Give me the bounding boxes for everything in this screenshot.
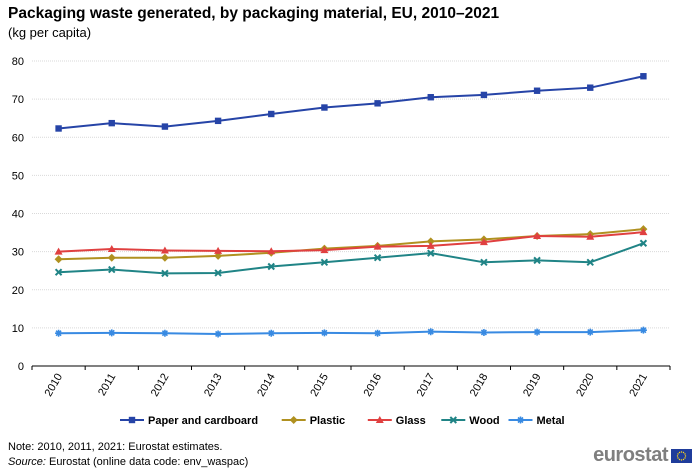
data-point-metal [214,330,222,338]
x-tick-label: 2016 [362,372,385,399]
data-point-metal [320,329,328,337]
data-point-paper-and-cardboard [161,123,169,130]
x-tick-label: 2012 [149,372,172,399]
series-line-glass [58,231,644,253]
data-point-metal [533,328,541,336]
data-point-paper-and-cardboard [480,91,488,99]
source-note: Source: Eurostat (online data code: env_… [8,456,248,468]
y-tick-label: 0 [18,361,24,373]
data-point-wood [267,262,275,271]
data-point-paper-and-cardboard [55,125,62,132]
data-point-metal [586,328,594,336]
eurostat-logo: eurostat [593,444,692,467]
data-point-glass [586,232,595,240]
x-tick-label: 2017 [415,372,438,399]
data-point-wood [533,256,541,265]
data-point-glass [107,244,116,252]
x-tick-label: 2010 [43,372,66,399]
source-text: Eurostat (online data code: env_waspac) [45,456,249,468]
y-tick-label: 80 [12,56,24,68]
legend-marker-plastic [289,416,298,424]
data-point-metal [639,326,647,334]
data-point-wood [586,258,594,267]
data-point-metal [161,329,169,337]
data-point-paper-and-cardboard [374,100,381,107]
data-point-paper-and-cardboard [108,119,115,127]
footnote: Note: 2010, 2011, 2021: Eurostat estimat… [8,441,223,453]
series-line-wood [58,242,644,275]
data-point-glass [54,247,63,255]
series-line-metal [58,329,644,335]
data-point-wood [54,268,63,276]
x-tick-label: 2011 [96,372,118,398]
source-label: Source: [8,456,46,468]
chart-subtitle: (kg per capita) [8,25,92,40]
data-point-wood [480,258,488,267]
data-point-paper-and-cardboard [533,87,541,94]
legend-marker-metal [517,416,524,424]
logo-text: eurostat [593,444,668,466]
data-point-metal [374,329,382,337]
data-point-wood [320,258,329,267]
y-tick-label: 60 [12,132,24,144]
data-point-glass [320,246,329,254]
data-point-wood [639,239,648,247]
data-point-plastic [107,253,116,262]
data-point-paper-and-cardboard [268,110,275,118]
series-line-plastic [58,228,644,261]
data-point-metal [55,329,63,337]
data-point-wood [373,254,382,262]
eu-flag-icon [671,448,692,463]
legend-label-glass: Glass [396,415,426,427]
series-line-paper-and-cardboard [58,75,644,130]
y-tick-label: 70 [12,94,24,106]
legend-marker-paper-and-cardboard [128,416,136,424]
data-point-paper-and-cardboard [214,117,222,125]
y-tick-label: 30 [12,247,24,259]
data-point-wood [108,265,116,274]
data-point-wood [427,249,435,257]
data-point-metal [267,329,275,337]
y-tick-label: 20 [12,285,24,297]
data-point-wood [161,269,169,278]
x-tick-label: 2019 [521,372,544,399]
legend-label-metal: Metal [537,415,565,427]
data-point-metal [427,328,435,336]
data-point-plastic [54,255,63,264]
x-tick-label: 2020 [574,372,597,399]
y-tick-label: 50 [12,170,24,182]
y-tick-label: 10 [12,323,24,335]
line-chart: 0 10 20 30 40 50 60 70 80 2010 2011 2012 2013 2014 201… [12,56,671,427]
data-point-metal [108,329,116,337]
data-point-glass [479,238,488,246]
data-point-glass [533,231,542,239]
data-point-glass [373,242,382,250]
legend-label-wood: Wood [469,415,499,427]
legend-marker-glass [375,416,384,423]
data-point-glass [639,228,648,236]
data-point-paper-and-cardboard [640,73,647,80]
data-point-glass [214,246,223,254]
legend-label-paper-and-cardboard: Paper and cardboard [148,415,258,427]
x-tick-label: 2013 [202,372,225,399]
data-point-glass [426,241,435,249]
x-tick-label: 2018 [468,371,491,398]
data-point-plastic [160,253,169,262]
data-point-wood [214,269,222,277]
legend-label-plastic: Plastic [310,415,345,427]
data-point-metal [480,328,488,336]
x-tick-label: 2021 [627,372,650,399]
chart-title: Packaging waste generated, by packaging … [8,5,500,22]
data-point-paper-and-cardboard [427,94,434,101]
x-tick-label: 2014 [255,372,278,399]
y-tick-label: 40 [12,209,24,221]
legend-marker-wood [449,416,458,424]
data-point-glass [160,246,169,254]
x-tick-label: 2015 [308,372,331,399]
data-point-glass [267,247,276,255]
data-point-plastic [426,237,435,246]
data-point-paper-and-cardboard [321,104,328,111]
data-point-paper-and-cardboard [587,84,594,91]
